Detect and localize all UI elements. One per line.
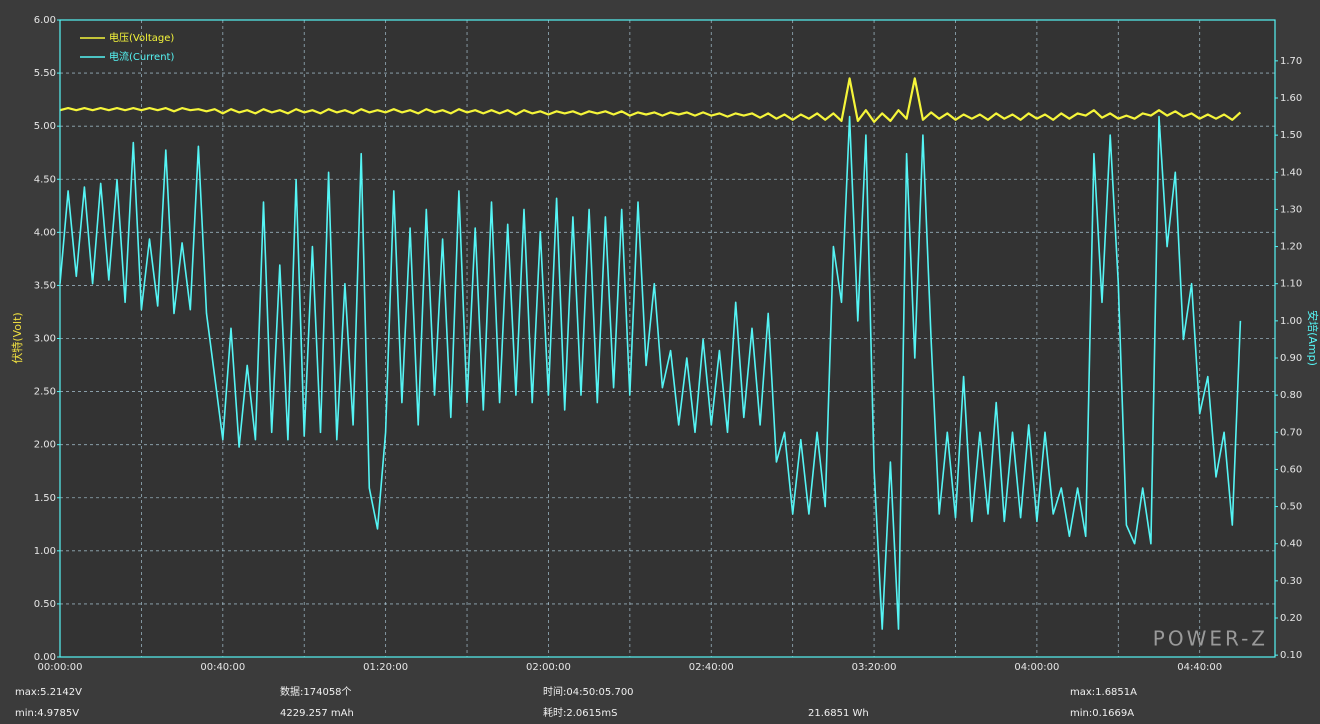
- x-tick-label: 03:20:00: [852, 662, 897, 673]
- stat: 时间:04:50:05.700: [543, 685, 634, 698]
- y-tick-label: 1.50: [34, 493, 56, 504]
- y-tick-label: 3.50: [34, 280, 56, 291]
- series-line: [59, 77, 1242, 124]
- y2-tick-label: 0.10: [1280, 650, 1302, 661]
- x-tick-label: 01:20:00: [363, 662, 408, 673]
- y-tick-label: 0.50: [34, 599, 56, 610]
- y2-tick-label: 0.20: [1280, 613, 1302, 624]
- x-tick-label: 02:40:00: [689, 662, 734, 673]
- plot-frame: [59, 19, 1276, 658]
- y-tick-label: 4.50: [34, 174, 56, 185]
- y-tick-label: 2.50: [34, 387, 56, 398]
- y2-tick-label: 1.40: [1280, 167, 1302, 178]
- legend-label: 电压(Voltage): [109, 31, 174, 44]
- stat: max:5.2142V: [15, 687, 82, 698]
- y2-tick-label: 1.70: [1280, 56, 1302, 67]
- y2-tick-label: 0.50: [1280, 502, 1302, 513]
- stat: 4229.257 mAh: [280, 708, 354, 719]
- y2-tick-label: 1.30: [1280, 204, 1302, 215]
- y2-tick-label: 1.10: [1280, 279, 1302, 290]
- y2-tick-label: 0.70: [1280, 427, 1302, 438]
- stat: 数据:174058个: [280, 685, 352, 698]
- y2-tick-label: 0.80: [1280, 390, 1302, 401]
- y-tick-label: 6.00: [34, 15, 56, 26]
- y2-tick-label: 0.60: [1280, 464, 1302, 475]
- series-line: [59, 115, 1242, 630]
- y2-tick-label: 1.60: [1280, 93, 1302, 104]
- x-tick-label: 04:00:00: [1014, 662, 1059, 673]
- y2-tick-label: 0.30: [1280, 576, 1302, 587]
- y-tick-label: 3.00: [34, 334, 56, 345]
- stat: max:1.6851A: [1070, 687, 1137, 698]
- y-tick-label: 5.50: [34, 68, 56, 79]
- stat: 21.6851 Wh: [808, 708, 869, 719]
- stat: min:4.9785V: [15, 708, 79, 719]
- y-tick-label: 1.00: [34, 546, 56, 557]
- y2-tick-label: 1.20: [1280, 242, 1302, 253]
- x-tick-label: 00:40:00: [200, 662, 245, 673]
- y2-tick-label: 1.50: [1280, 130, 1302, 141]
- x-tick-label: 04:40:00: [1177, 662, 1222, 673]
- x-tick-label: 00:00:00: [38, 662, 83, 673]
- y-tick-label: 0.00: [34, 652, 56, 663]
- y2-tick-label: 1.00: [1280, 316, 1302, 327]
- stat: 耗时:2.0615mS: [543, 707, 617, 719]
- logo: POWER-Z: [1153, 627, 1268, 651]
- x-tick-label: 02:00:00: [526, 662, 571, 673]
- y2-tick-label: 0.90: [1280, 353, 1302, 364]
- y-tick-label: 2.00: [34, 440, 56, 451]
- legend-label: 电流(Current): [109, 50, 174, 63]
- y-axis-label: 伏特(Volt): [10, 312, 24, 363]
- y2-tick-label: 0.40: [1280, 539, 1302, 550]
- y-tick-label: 5.00: [34, 121, 56, 132]
- y-tick-label: 4.00: [34, 227, 56, 238]
- stat: min:0.1669A: [1070, 708, 1134, 719]
- plot-layer: [57, 19, 1278, 658]
- y2-axis-label: 安培(Amp): [1306, 310, 1320, 366]
